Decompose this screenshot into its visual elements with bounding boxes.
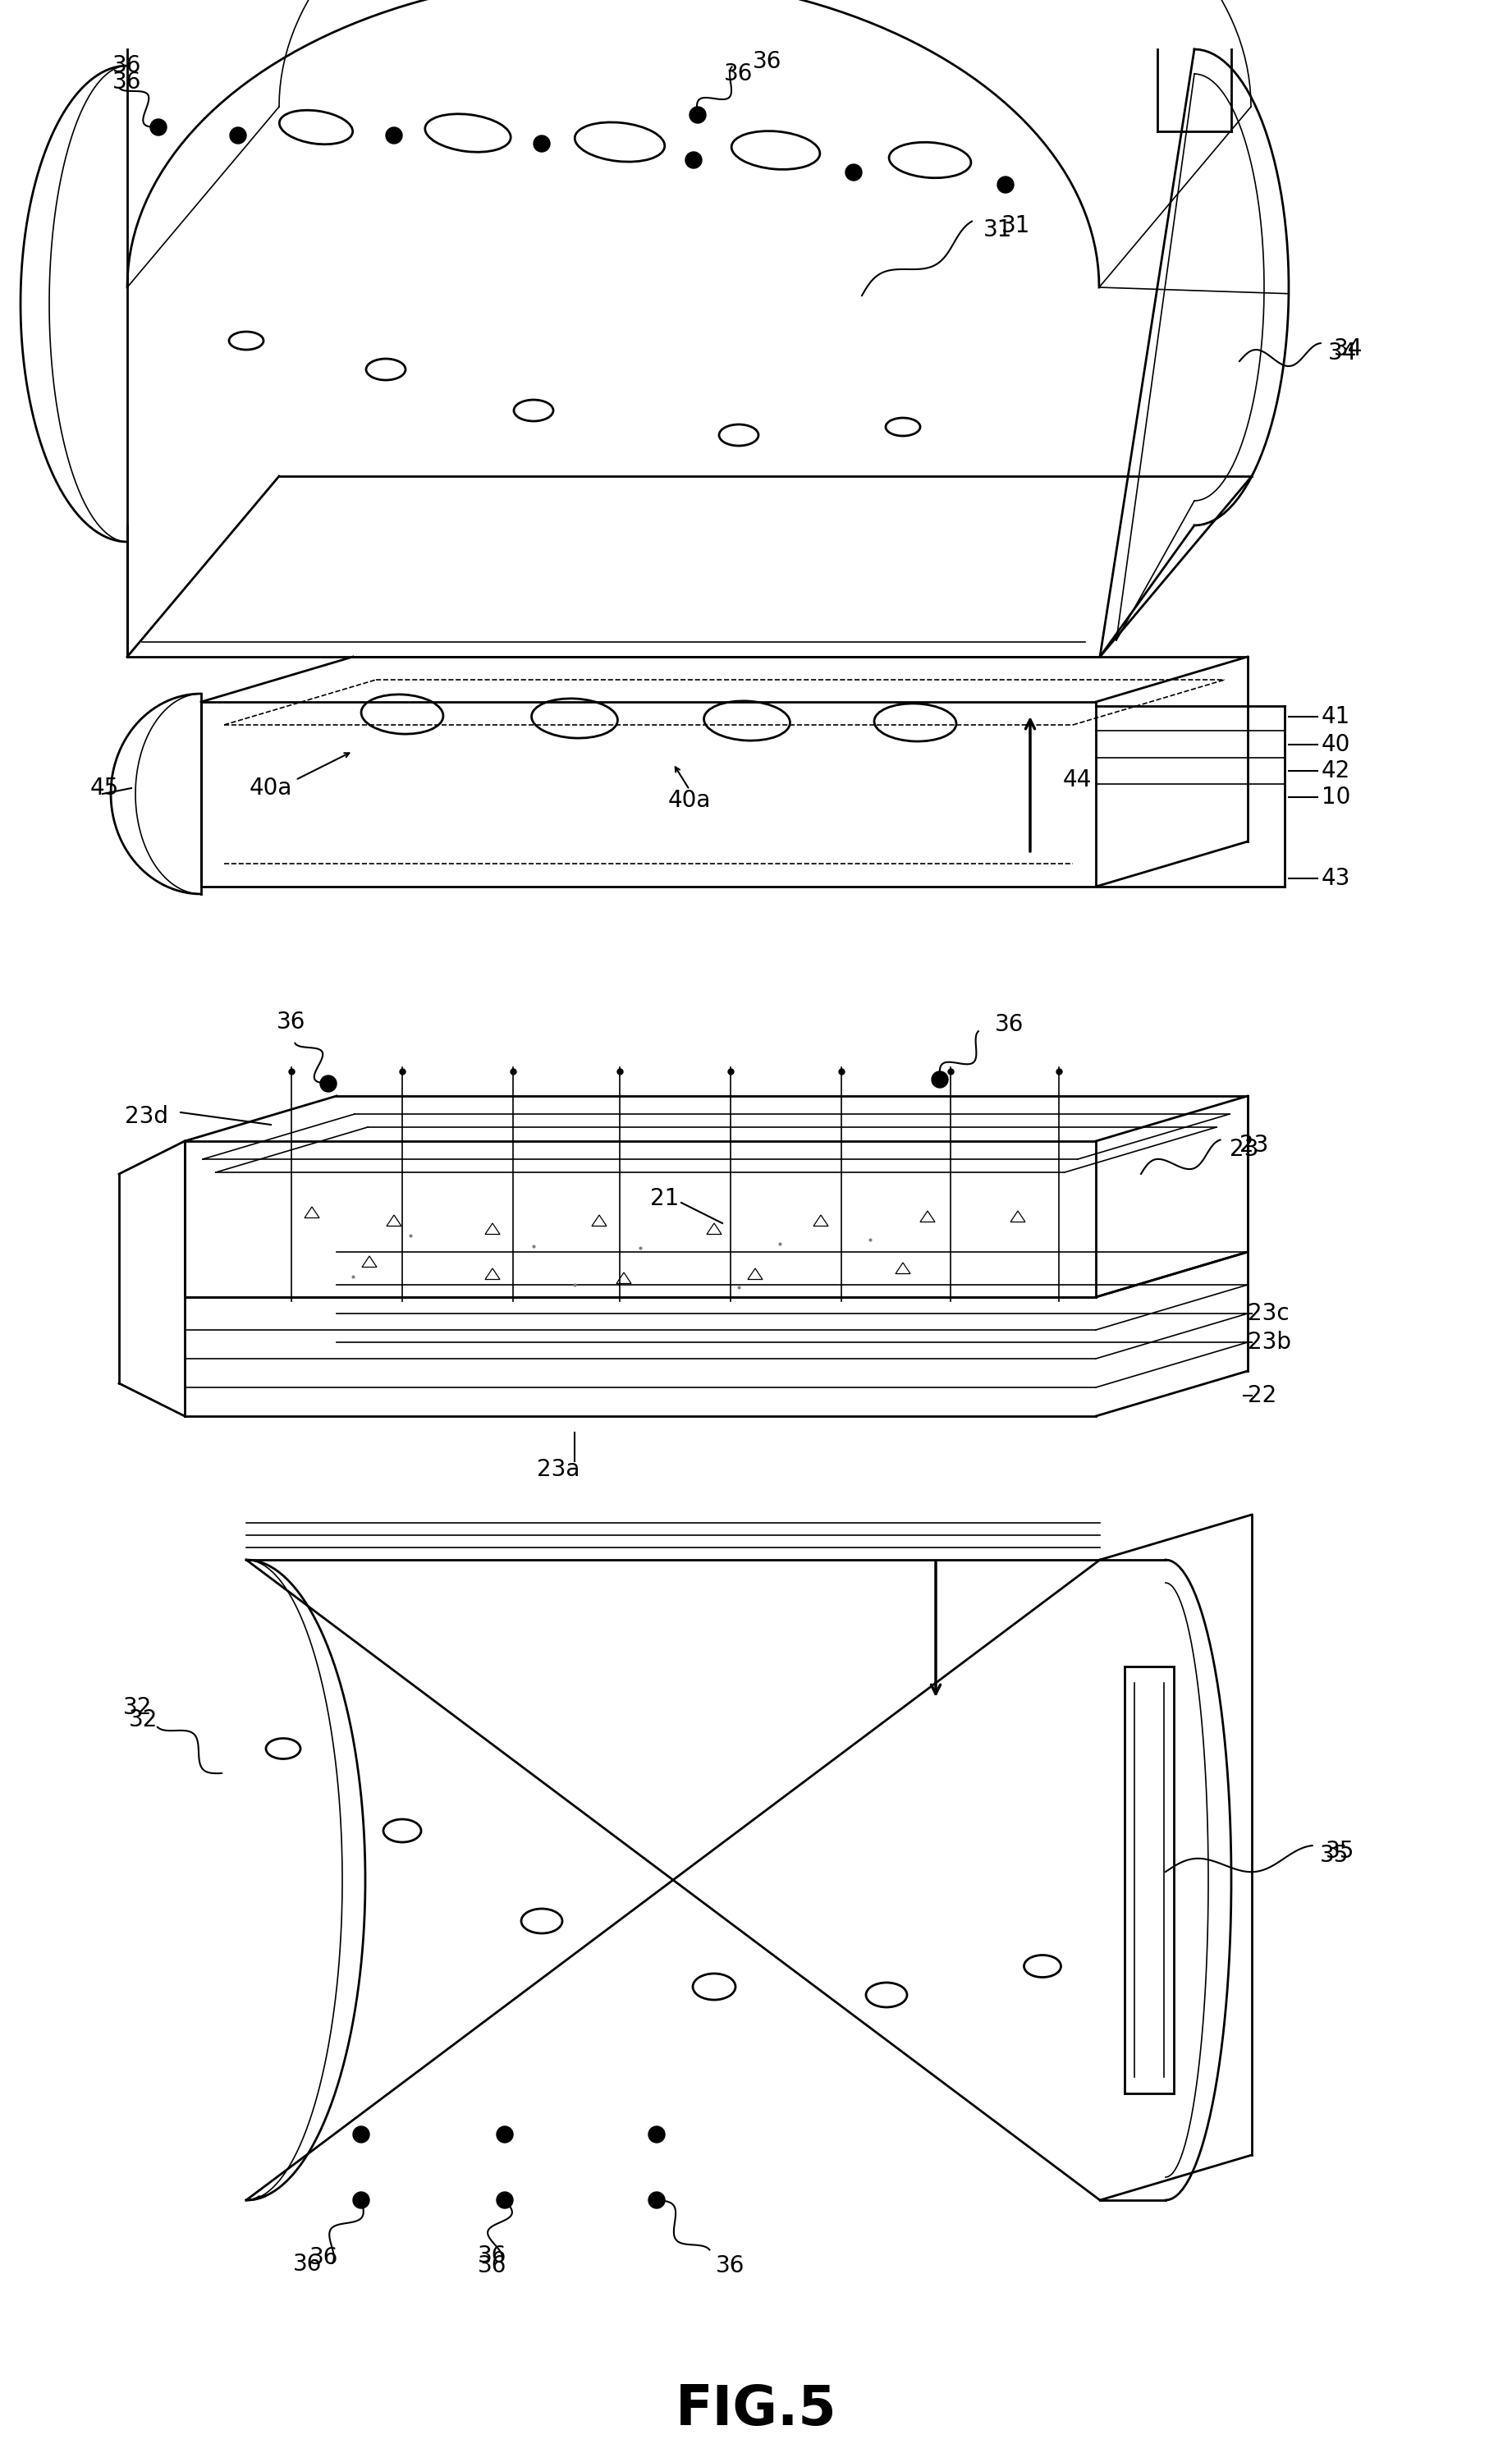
Circle shape (386, 128, 402, 145)
Text: 36: 36 (753, 49, 782, 74)
Text: 23: 23 (1240, 1133, 1269, 1158)
Text: 36: 36 (113, 71, 142, 93)
Circle shape (649, 2193, 665, 2208)
Circle shape (352, 2127, 369, 2141)
Text: 42: 42 (1321, 760, 1350, 783)
Circle shape (685, 152, 702, 169)
Text: 36: 36 (277, 1011, 305, 1033)
Text: 40a: 40a (668, 790, 711, 812)
Text: 41: 41 (1321, 704, 1350, 729)
Text: 40: 40 (1321, 733, 1350, 756)
Text: 36: 36 (293, 2252, 322, 2276)
Text: 10: 10 (1321, 785, 1350, 809)
Circle shape (230, 128, 246, 145)
Text: 36: 36 (478, 2244, 507, 2267)
Circle shape (689, 108, 706, 123)
Text: 34: 34 (1328, 341, 1358, 365)
Text: 22: 22 (1247, 1383, 1276, 1408)
Text: 36: 36 (310, 2247, 339, 2269)
Text: 31: 31 (1001, 213, 1031, 238)
Circle shape (496, 2127, 513, 2141)
Text: 36: 36 (717, 2254, 745, 2276)
Circle shape (649, 2127, 665, 2141)
Text: 36: 36 (995, 1013, 1024, 1035)
Text: 35: 35 (1326, 1840, 1355, 1862)
Text: 35: 35 (1320, 1845, 1349, 1867)
Text: 21: 21 (650, 1187, 679, 1209)
Text: 40a: 40a (249, 778, 292, 800)
Circle shape (496, 2193, 513, 2208)
Text: 36: 36 (113, 54, 142, 76)
Text: 43: 43 (1321, 866, 1350, 890)
Text: 36: 36 (724, 61, 753, 86)
Circle shape (931, 1072, 948, 1087)
Text: 32: 32 (129, 1707, 157, 1732)
Text: FIG.5: FIG.5 (676, 2382, 836, 2436)
Text: 31: 31 (983, 218, 1013, 240)
Text: 23c: 23c (1247, 1303, 1290, 1325)
Circle shape (150, 120, 166, 135)
Text: 23b: 23b (1247, 1332, 1291, 1354)
Text: 23d: 23d (125, 1104, 168, 1128)
Text: 34: 34 (1334, 339, 1362, 361)
Text: 23a: 23a (537, 1457, 579, 1482)
Text: 32: 32 (122, 1695, 151, 1720)
Circle shape (845, 164, 862, 182)
Circle shape (534, 135, 550, 152)
Text: 36: 36 (478, 2254, 507, 2276)
Text: 44: 44 (1063, 768, 1092, 792)
Circle shape (998, 177, 1013, 194)
Text: 45: 45 (91, 778, 119, 800)
Circle shape (352, 2193, 369, 2208)
Text: 23: 23 (1229, 1138, 1258, 1160)
Circle shape (321, 1074, 337, 1092)
